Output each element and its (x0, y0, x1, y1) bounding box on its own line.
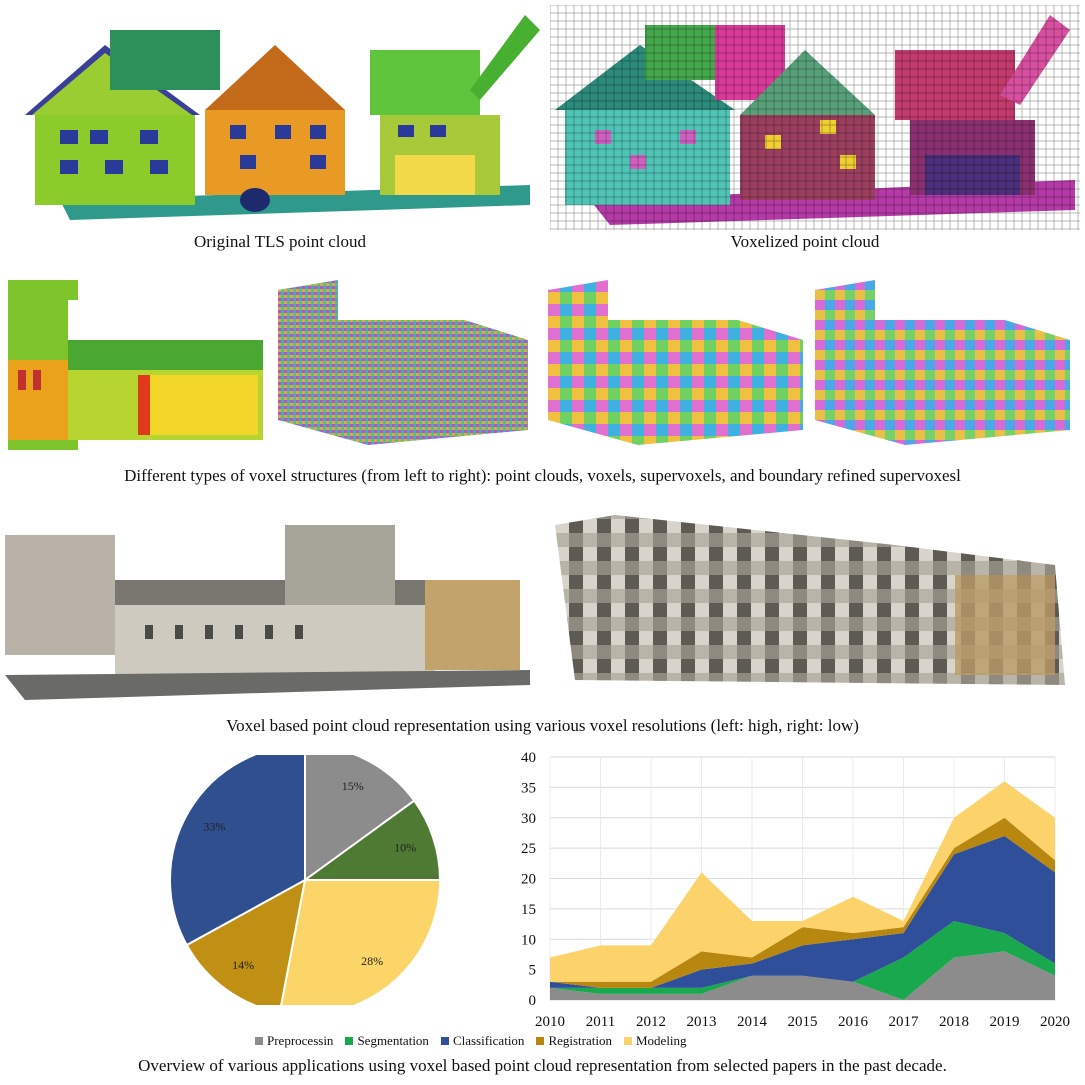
tls-caption: Original TLS point cloud (193, 232, 367, 251)
y-tick-label: 30 (521, 811, 536, 827)
x-tick-label: 2020 (1040, 1014, 1070, 1030)
y-tick-label: 5 (529, 963, 537, 979)
legend-item-classification: Classification (440, 1033, 524, 1049)
supervoxels-panel (548, 280, 810, 450)
low-resolution-voxel-image (555, 505, 1080, 705)
y-tick-label: 15 (521, 902, 536, 918)
legend-item-preprocessin: Preprocessin (255, 1033, 333, 1049)
x-tick-label: 2019 (990, 1014, 1020, 1030)
high-resolution-voxel-image (5, 505, 530, 705)
y-tick-label: 40 (521, 750, 536, 766)
area-series-modeling (550, 781, 1055, 982)
area-series-preprocessin (550, 951, 1055, 1000)
pie-slice-modeling (280, 879, 442, 1005)
area-series-segmentation (550, 921, 1055, 1000)
x-tick-label: 2017 (889, 1014, 920, 1030)
x-tick-label: 2013 (687, 1014, 717, 1030)
pie-label-classification: 33% (203, 819, 225, 833)
legend-item-modeling: Modeling (623, 1033, 687, 1049)
voxel-types-caption: Different types of voxel structures (fro… (124, 466, 961, 485)
y-tick-label: 35 (521, 780, 536, 796)
x-tick-label: 2011 (586, 1014, 615, 1030)
legend-item-registration: Registration (536, 1033, 612, 1049)
legend-item-segmentation: Segmentation (345, 1033, 429, 1049)
pie-chart: 15% 10% 28% 14% 33% (169, 755, 442, 1005)
x-tick-label: 2010 (535, 1014, 565, 1030)
y-tick-label: 20 (521, 872, 536, 888)
pie-slice-preprocessin (304, 755, 416, 882)
voxelized-caption: Voxelized point cloud (730, 232, 880, 251)
pie-slice-registration (185, 878, 307, 1005)
area-series-classification (550, 835, 1055, 988)
voxels-panel (278, 280, 540, 450)
x-tick-label: 2012 (636, 1014, 666, 1030)
voxelized-point-cloud-image (550, 5, 1080, 230)
area-series-registration (550, 817, 1055, 988)
tls-point-cloud-image (10, 5, 550, 230)
pie-slice-segmentation (301, 799, 442, 881)
pie-label-modeling: 28% (361, 954, 383, 968)
y-tick-label: 25 (521, 841, 536, 857)
pie-label-registration: 14% (232, 958, 254, 972)
pie-label-preprocessin: 15% (342, 779, 364, 793)
overview-caption: Overview of various applications using v… (138, 1056, 947, 1075)
x-tick-label: 2016 (838, 1014, 869, 1030)
pie-slice-classification (169, 755, 306, 947)
y-tick-label: 10 (521, 932, 536, 948)
resolution-caption: Voxel based point cloud representation u… (226, 716, 859, 735)
x-tick-label: 2014 (737, 1014, 768, 1030)
pie-label-segmentation: 10% (394, 840, 416, 854)
chart-legend: Preprocessin Segmentation Classification… (255, 1033, 687, 1049)
x-tick-label: 2015 (788, 1014, 818, 1030)
y-tick-label: 0 (529, 993, 537, 1009)
x-tick-label: 2018 (939, 1014, 969, 1030)
area-chart: 0 5 10 15 20 25 30 35 40 2010 2011 2012 2013 2014 201… (521, 750, 1070, 1030)
point-clouds-panel (8, 280, 270, 450)
boundary-refined-supervoxels-panel (815, 280, 1077, 450)
